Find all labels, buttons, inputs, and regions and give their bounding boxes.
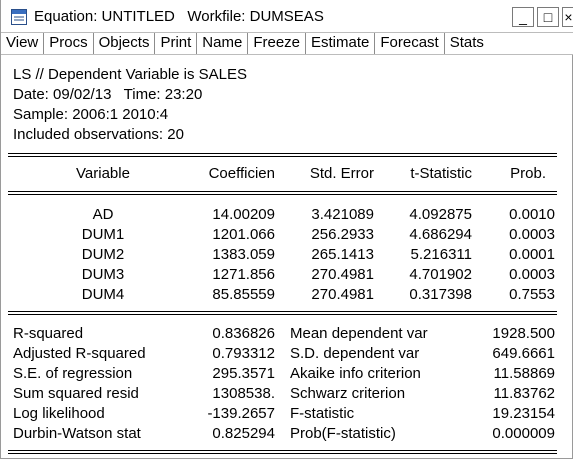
std-error-value: 3.421089 xyxy=(311,206,374,223)
variable-name: DUM1 xyxy=(81,226,125,243)
stat-value: 0.000009 xyxy=(492,425,555,442)
sample-line: Sample: 2006:1 2010:4 xyxy=(13,106,169,123)
std-error-value: 265.1413 xyxy=(311,246,374,263)
stat-label: Sum squared resid xyxy=(13,385,139,402)
view-button[interactable]: View xyxy=(1,33,45,54)
stat-label: Durbin-Watson stat xyxy=(13,425,141,442)
estimation-output: LS // Dependent Variable is SALES Date: … xyxy=(3,56,572,456)
coefficient-value: 1201.066 xyxy=(212,226,275,243)
stats-rule xyxy=(8,311,557,312)
title-bar[interactable]: Equation: UNTITLED Workfile: DUMSEAS _ □… xyxy=(1,0,573,32)
coefficient-value: 85.85559 xyxy=(212,286,275,303)
header-rule-2 xyxy=(8,194,557,195)
stat-label: Mean dependent var xyxy=(290,325,428,342)
stat-value: -139.2657 xyxy=(207,405,275,422)
stat-label: Prob(F-statistic) xyxy=(290,425,396,442)
stat-label: Akaike info criterion xyxy=(290,365,421,382)
t-statistic-value: 4.701902 xyxy=(409,266,472,283)
prob-value: 0.0003 xyxy=(509,266,555,283)
col-header-variable: Variable xyxy=(76,165,130,182)
stat-label: S.E. of regression xyxy=(13,365,133,382)
stat-value: 1308538. xyxy=(212,385,275,402)
maximize-button[interactable]: □ xyxy=(537,7,559,27)
minimize-button[interactable]: _ xyxy=(512,7,534,27)
col-header-coefficient: Coefficien xyxy=(208,165,275,182)
minimize-icon: _ xyxy=(519,9,527,25)
stat-value: 11.83762 xyxy=(493,385,555,402)
prob-value: 0.0003 xyxy=(509,226,555,243)
name-button[interactable]: Name xyxy=(197,33,249,54)
coefficient-value: 1271.856 xyxy=(212,266,275,283)
t-statistic-value: 0.317398 xyxy=(409,286,472,303)
variable-name: DUM2 xyxy=(81,246,125,263)
stat-value: 295.3571 xyxy=(212,365,275,382)
observations-line: Included observations: 20 xyxy=(13,126,184,143)
stat-label: Schwarz criterion xyxy=(290,385,406,402)
variable-name: DUM4 xyxy=(81,286,125,303)
title-workfile: Workfile: DUMSEAS xyxy=(187,8,324,25)
stats-rule-2 xyxy=(8,314,557,315)
close-icon: × xyxy=(564,9,573,25)
stat-value: 0.793312 xyxy=(212,345,275,362)
table-top-rule xyxy=(8,153,557,154)
stat-value: 0.825294 xyxy=(212,425,275,442)
equation-toolbar: View Procs Objects Print Name Freeze Est… xyxy=(1,32,573,55)
t-statistic-value: 5.216311 xyxy=(410,246,472,263)
stat-label: R-squared xyxy=(13,325,84,342)
procs-button[interactable]: Procs xyxy=(44,33,94,54)
stat-value: 0.836826 xyxy=(212,325,275,342)
coefficient-value: 1383.059 xyxy=(212,246,275,263)
estimate-button[interactable]: Estimate xyxy=(306,33,376,54)
std-error-value: 256.2933 xyxy=(311,226,374,243)
stat-label: S.D. dependent var xyxy=(290,345,420,362)
std-error-value: 270.4981 xyxy=(311,266,374,283)
header-rule xyxy=(8,191,557,192)
col-header-prob: Prob. xyxy=(510,165,546,182)
freeze-button[interactable]: Freeze xyxy=(248,33,306,54)
eviews-app-icon xyxy=(11,9,27,25)
stat-value: 11.58869 xyxy=(493,365,555,382)
t-statistic-value: 4.686294 xyxy=(409,226,472,243)
stat-value: 649.6661 xyxy=(492,345,555,362)
table-bottom-rule xyxy=(8,450,557,451)
prob-value: 0.0010 xyxy=(509,206,555,223)
stat-label: Adjusted R-squared xyxy=(13,345,146,362)
stat-value: 1928.500 xyxy=(492,325,555,342)
col-header-t-statistic: t-Statistic xyxy=(410,165,472,182)
table-top-rule-2 xyxy=(8,156,557,157)
objects-button[interactable]: Objects xyxy=(93,33,156,54)
prob-value: 0.7553 xyxy=(509,286,555,303)
method-line: LS // Dependent Variable is SALES xyxy=(13,66,248,83)
date-line: Date: 09/02/13 Time: 23:20 xyxy=(13,86,203,103)
stat-label: Log likelihood xyxy=(13,405,105,422)
table-bottom-rule-2 xyxy=(8,453,557,454)
print-button[interactable]: Print xyxy=(155,33,198,54)
variable-name: DUM3 xyxy=(81,266,125,283)
close-button[interactable]: × xyxy=(562,7,573,27)
title-equation: Equation: UNTITLED xyxy=(34,8,175,25)
coefficient-value: 14.00209 xyxy=(212,206,275,223)
prob-value: 0.0001 xyxy=(509,246,555,263)
forecast-button[interactable]: Forecast xyxy=(375,33,445,54)
window-title: Equation: UNTITLED Workfile: DUMSEAS xyxy=(34,8,324,25)
stats-button[interactable]: Stats xyxy=(444,33,489,54)
stat-value: 19.23154 xyxy=(492,405,555,422)
variable-name: AD xyxy=(92,206,114,223)
std-error-value: 270.4981 xyxy=(311,286,374,303)
col-header-std-error: Std. Error xyxy=(309,165,374,182)
stat-label: F-statistic xyxy=(290,405,355,422)
t-statistic-value: 4.092875 xyxy=(409,206,472,223)
maximize-icon: □ xyxy=(543,9,553,25)
